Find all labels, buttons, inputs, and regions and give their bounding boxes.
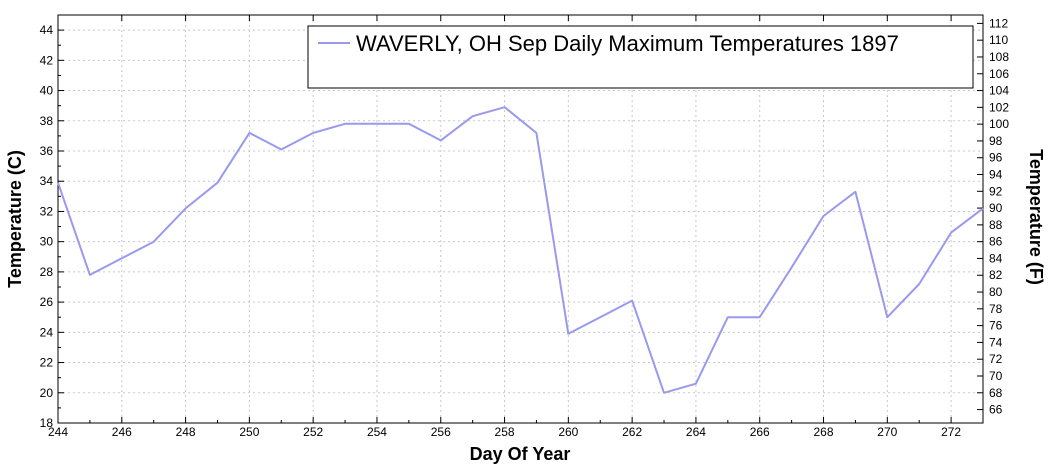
left-y-tick-label: 26 xyxy=(40,295,54,309)
x-tick-label: 260 xyxy=(558,425,578,439)
legend-box xyxy=(307,25,974,89)
left-y-tick-label: 38 xyxy=(40,114,54,128)
right-y-tick-label: 78 xyxy=(989,302,1003,316)
right-y-tick-label: 84 xyxy=(989,251,1003,265)
right-y-tick-label: 94 xyxy=(989,168,1003,182)
x-tick-label: 264 xyxy=(686,425,706,439)
x-tick-label: 244 xyxy=(48,425,68,439)
right-y-tick-label: 102 xyxy=(989,100,1009,114)
x-tick-label: 272 xyxy=(941,425,961,439)
right-y-tick-label: 76 xyxy=(989,319,1003,333)
left-y-tick-label: 28 xyxy=(40,265,54,279)
series-layer xyxy=(57,106,984,394)
x-tick-label: 248 xyxy=(176,425,196,439)
left-y-axis-title: Temperature (C) xyxy=(5,150,25,288)
x-tick-label: 254 xyxy=(367,425,387,439)
right-y-tick-label: 86 xyxy=(989,235,1003,249)
right-y-tick-label: 90 xyxy=(989,201,1003,215)
right-y-tick-label: 106 xyxy=(989,67,1009,81)
right-y-tick-label: 74 xyxy=(989,335,1003,349)
x-axis-ticks: 244 246 248 250 252 254 256 258 260 262 264 266 268 2… xyxy=(48,15,961,439)
right-y-tick-label: 88 xyxy=(989,218,1003,232)
plot-frame xyxy=(57,14,984,424)
left-y-tick-label: 22 xyxy=(40,356,54,370)
left-y-tick-label: 24 xyxy=(40,325,54,339)
right-y-axis-title: Temperature (F) xyxy=(1026,149,1046,285)
legend-label: WAVERLY, OH Sep Daily Maximum Temperatur… xyxy=(356,31,899,56)
x-tick-label: 250 xyxy=(239,425,259,439)
x-tick-label: 258 xyxy=(495,425,515,439)
left-y-tick-label: 18 xyxy=(40,416,54,430)
left-y-axis-ticks: 18 20 22 24 26 28 30 32 34 36 38 40 42 44 xyxy=(40,23,64,430)
right-y-tick-label: 68 xyxy=(989,386,1003,400)
x-tick-label: 256 xyxy=(431,425,451,439)
left-y-tick-label: 42 xyxy=(40,53,54,67)
right-y-tick-label: 100 xyxy=(989,117,1009,131)
x-tick-label: 270 xyxy=(877,425,897,439)
left-y-tick-label: 44 xyxy=(40,23,54,37)
left-y-tick-label: 30 xyxy=(40,235,54,249)
right-y-tick-label: 108 xyxy=(989,50,1009,64)
left-y-tick-label: 32 xyxy=(40,204,54,218)
right-y-tick-label: 66 xyxy=(989,403,1003,417)
x-tick-label: 246 xyxy=(112,425,132,439)
x-axis-title: Day Of Year xyxy=(470,444,571,464)
left-y-tick-label: 40 xyxy=(40,84,54,98)
right-y-tick-label: 92 xyxy=(989,184,1003,198)
right-y-tick-label: 80 xyxy=(989,285,1003,299)
right-y-tick-label: 98 xyxy=(989,134,1003,148)
right-y-tick-label: 112 xyxy=(989,16,1008,30)
right-y-axis-ticks: 66 68 70 72 74 76 78 80 82 84 86 88 90 92 94 96 98 100 102… xyxy=(977,16,1009,417)
x-tick-label: 252 xyxy=(303,425,323,439)
right-y-tick-label: 82 xyxy=(989,268,1003,282)
right-y-tick-label: 72 xyxy=(989,352,1003,366)
x-tick-label: 262 xyxy=(622,425,642,439)
left-y-tick-label: 20 xyxy=(40,386,54,400)
x-tick-label: 266 xyxy=(750,425,770,439)
left-y-tick-label: 36 xyxy=(40,144,54,158)
series-line xyxy=(57,106,984,394)
left-y-tick-label: 34 xyxy=(40,174,54,188)
right-y-tick-label: 110 xyxy=(989,33,1008,47)
legend: WAVERLY, OH Sep Daily Maximum Temperatur… xyxy=(307,25,974,89)
right-y-tick-label: 96 xyxy=(989,151,1003,165)
x-tick-label: 268 xyxy=(814,425,834,439)
right-y-tick-label: 104 xyxy=(989,84,1009,98)
right-y-tick-label: 70 xyxy=(989,369,1003,383)
